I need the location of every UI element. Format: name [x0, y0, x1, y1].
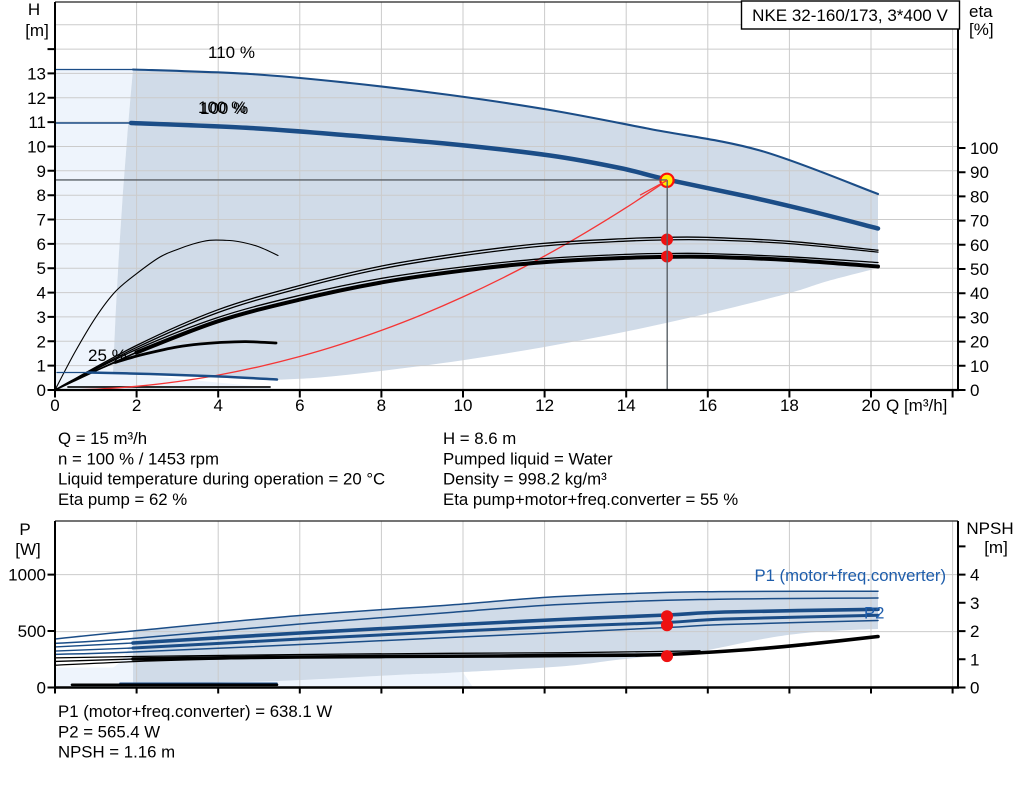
svg-text:10: 10: [454, 396, 473, 415]
svg-text:5: 5: [37, 259, 46, 278]
svg-text:Pumped liquid = Water: Pumped liquid = Water: [443, 449, 613, 468]
svg-text:8: 8: [377, 396, 386, 415]
svg-text:P: P: [19, 520, 30, 539]
svg-text:Density = 998.2 kg/m³: Density = 998.2 kg/m³: [443, 470, 607, 489]
svg-text:10: 10: [27, 138, 46, 157]
svg-text:NPSH: NPSH: [966, 519, 1013, 538]
svg-text:0: 0: [970, 679, 979, 698]
svg-text:0: 0: [970, 381, 979, 400]
svg-text:13: 13: [27, 64, 46, 83]
svg-text:16: 16: [698, 396, 717, 415]
svg-text:9: 9: [37, 162, 46, 181]
svg-text:60: 60: [970, 236, 989, 255]
svg-text:4: 4: [37, 284, 46, 303]
svg-text:10: 10: [970, 357, 989, 376]
svg-text:H = 8.6 m: H = 8.6 m: [443, 429, 516, 448]
svg-text:P1 (motor+freq.converter) = 63: P1 (motor+freq.converter) = 638.1 W: [58, 702, 332, 721]
svg-text:50: 50: [970, 260, 989, 279]
svg-text:70: 70: [970, 212, 989, 231]
svg-text:12: 12: [27, 89, 46, 108]
svg-text:P1 (motor+freq.converter): P1 (motor+freq.converter): [754, 566, 946, 585]
svg-text:NPSH = 1.16 m: NPSH = 1.16 m: [58, 743, 175, 762]
svg-text:NKE 32-160/173, 3*400 V: NKE 32-160/173, 3*400 V: [752, 6, 948, 25]
svg-text:1000: 1000: [8, 566, 46, 585]
svg-text:[%]: [%]: [969, 20, 994, 39]
svg-text:Eta pump+motor+freq.converter: Eta pump+motor+freq.converter = 55 %: [443, 490, 738, 509]
svg-text:14: 14: [617, 396, 636, 415]
svg-text:500: 500: [18, 622, 46, 641]
svg-text:40: 40: [970, 284, 989, 303]
svg-text:6: 6: [37, 235, 46, 254]
svg-text:110 %: 110 %: [208, 43, 255, 62]
svg-text:2: 2: [970, 622, 979, 641]
svg-text:8: 8: [37, 186, 46, 205]
svg-text:20: 20: [970, 333, 989, 352]
svg-text:2: 2: [37, 332, 46, 351]
svg-text:Q = 15 m³/h: Q = 15 m³/h: [58, 429, 147, 448]
svg-text:0: 0: [50, 396, 59, 415]
svg-text:2: 2: [132, 396, 141, 415]
svg-text:100 %: 100 %: [198, 98, 246, 117]
svg-text:P2: P2: [864, 604, 884, 623]
svg-text:[m]: [m]: [984, 538, 1008, 557]
svg-text:80: 80: [970, 187, 989, 206]
svg-text:Q [m³/h]: Q [m³/h]: [886, 396, 947, 415]
svg-text:20: 20: [862, 396, 881, 415]
svg-text:30: 30: [970, 308, 989, 327]
svg-text:0: 0: [37, 679, 46, 698]
svg-text:12: 12: [535, 396, 554, 415]
svg-text:1: 1: [37, 357, 46, 376]
svg-text:1: 1: [970, 650, 979, 669]
svg-text:3: 3: [970, 594, 979, 613]
svg-text:Liquid temperature during oper: Liquid temperature during operation = 20…: [58, 470, 385, 489]
svg-text:[m]: [m]: [25, 21, 49, 40]
svg-text:3: 3: [37, 308, 46, 327]
svg-text:H: H: [28, 0, 40, 19]
svg-text:100: 100: [970, 139, 998, 158]
svg-text:11: 11: [28, 113, 46, 132]
svg-text:90: 90: [970, 163, 989, 182]
svg-text:7: 7: [37, 211, 46, 230]
svg-text:[W]: [W]: [15, 540, 41, 559]
svg-text:4: 4: [970, 566, 979, 585]
svg-text:4: 4: [213, 396, 222, 415]
svg-text:P2 = 565.4 W: P2 = 565.4 W: [58, 722, 160, 741]
svg-text:eta: eta: [969, 2, 993, 21]
svg-text:Eta pump = 62 %: Eta pump = 62 %: [58, 490, 187, 509]
svg-text:6: 6: [295, 396, 304, 415]
svg-text:n = 100 % / 1453 rpm: n = 100 % / 1453 rpm: [58, 449, 219, 468]
svg-text:100 %: 100 %: [200, 99, 248, 118]
svg-text:0: 0: [37, 381, 46, 400]
svg-text:18: 18: [780, 396, 799, 415]
